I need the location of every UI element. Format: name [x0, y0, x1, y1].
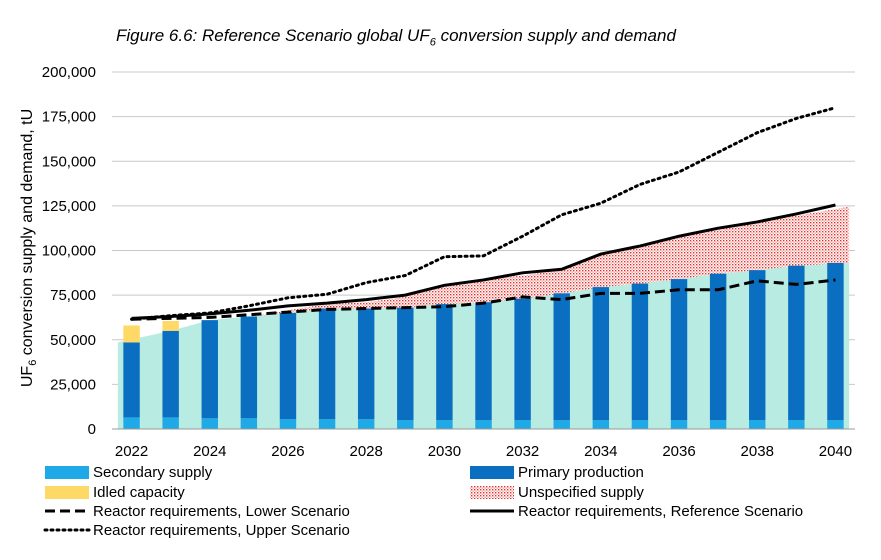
bar-secondary-supply — [318, 419, 336, 429]
legend-swatch — [45, 486, 89, 499]
legend-swatch — [45, 466, 89, 479]
x-tick-label: 2022 — [115, 443, 148, 460]
x-tick-label: 2026 — [271, 443, 304, 460]
x-tick-label: 2038 — [741, 443, 774, 460]
y-tick-label: 200,000 — [42, 64, 96, 81]
bar-primary-production — [123, 342, 140, 418]
y-tick-label: 0 — [88, 421, 96, 438]
x-tick-label: 2030 — [428, 443, 461, 460]
legend-swatch — [470, 466, 514, 479]
bar-primary-production — [318, 308, 336, 420]
y-tick-label: 175,000 — [42, 109, 96, 126]
y-tick-label: 100,000 — [42, 243, 96, 260]
y-tick-label: 50,000 — [50, 332, 96, 349]
bar-primary-production — [670, 279, 688, 421]
bar-layer — [123, 262, 844, 429]
bar-secondary-supply — [436, 420, 453, 429]
bar-secondary-supply — [123, 417, 140, 429]
bar-primary-production — [397, 307, 414, 421]
x-axis: 2022 2024 2026 2028 2030 2032 2034 2036 2038 2040 — [112, 428, 855, 460]
x-tick-label: 2024 — [193, 443, 226, 460]
legend-label: Secondary supply — [93, 464, 213, 481]
bar-primary-production — [749, 270, 766, 421]
legend-label: Reactor requirements, Lower Scenario — [93, 503, 350, 520]
bar-secondary-supply — [201, 418, 218, 429]
bar-secondary-supply — [631, 420, 649, 429]
bar-primary-production — [631, 283, 649, 421]
chart-title: Figure 6.6: Reference Scenario global UF… — [116, 26, 676, 49]
x-tick-label: 2032 — [506, 443, 539, 460]
x-tick-label: 2034 — [584, 443, 617, 460]
legend-swatch — [470, 486, 514, 499]
legend-label: Idled capacity — [93, 484, 185, 501]
y-tick-label: 75,000 — [50, 287, 96, 304]
bar-secondary-supply — [240, 418, 258, 429]
legend-label: Unspecified supply — [518, 484, 644, 501]
bar-secondary-supply — [788, 420, 805, 429]
bar-primary-production — [592, 287, 610, 421]
bar-secondary-supply — [475, 420, 492, 429]
x-tick-label: 2028 — [349, 443, 382, 460]
bar-primary-production — [514, 298, 531, 421]
bar-primary-production — [475, 302, 492, 421]
bar-primary-production — [279, 312, 297, 420]
bar-secondary-supply — [592, 420, 610, 429]
bar-idled-capacity — [123, 325, 140, 343]
legend: Secondary supply Primary production Idled … — [43, 464, 803, 539]
bar-primary-production — [436, 304, 453, 421]
legend-label: Primary production — [518, 464, 644, 481]
bar-primary-production — [827, 262, 844, 421]
x-tick-label: 2036 — [662, 443, 695, 460]
y-axis: 0 25,000 50,000 75,000 100,000 125,000 150,000… — [42, 64, 96, 438]
bar-secondary-supply — [357, 419, 375, 429]
y-tick-label: 150,000 — [42, 153, 96, 170]
line-reactor-requirements-upper-scenario — [130, 106, 837, 321]
line-reactor-requirements-lower-scenario — [131, 278, 836, 321]
y-tick-label: 125,000 — [42, 198, 96, 215]
bar-primary-production — [553, 293, 570, 421]
legend-label: Reactor requirements, Upper Scenario — [93, 522, 350, 539]
bar-idled-capacity — [162, 321, 179, 331]
bar-secondary-supply — [279, 419, 297, 429]
y-tick-label: 25,000 — [50, 376, 96, 393]
bar-secondary-supply — [553, 420, 570, 429]
bar-primary-production — [788, 265, 805, 421]
bar-secondary-supply — [162, 417, 179, 429]
bar-primary-production — [357, 308, 375, 420]
bar-secondary-supply — [514, 420, 531, 429]
legend-label: Reactor requirements, Reference Scenario — [518, 503, 803, 520]
bar-secondary-supply — [749, 420, 766, 429]
bar-primary-production — [709, 273, 727, 421]
bar-secondary-supply — [709, 420, 727, 429]
line-layer — [130, 106, 837, 321]
y-axis-label: UF6 conversion supply and demand, tU — [19, 109, 39, 387]
bar-secondary-supply — [670, 420, 688, 429]
bar-primary-production — [201, 320, 218, 419]
bar-primary-production — [162, 330, 179, 418]
bar-primary-production — [240, 316, 258, 419]
bar-secondary-supply — [827, 420, 844, 429]
x-tick-label: 2040 — [819, 443, 852, 460]
line-reactor-requirements-reference-scenario — [131, 203, 836, 320]
bar-secondary-supply — [397, 420, 414, 429]
